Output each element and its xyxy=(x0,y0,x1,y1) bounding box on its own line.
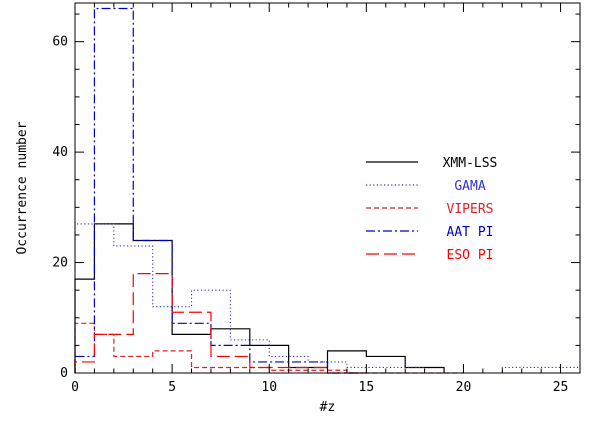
tick-layer xyxy=(74,3,581,374)
legend-label: ESO PI xyxy=(447,248,494,263)
plot-frame xyxy=(74,2,581,374)
y-tick-label: 60 xyxy=(52,35,68,50)
x-tick-label: 10 xyxy=(261,380,277,395)
y-tick-label: 20 xyxy=(52,256,68,271)
x-axis-label: #z xyxy=(320,400,336,415)
x-tick-label: 25 xyxy=(553,380,569,395)
series-line-gama xyxy=(74,223,581,374)
y-axis-label: Occurrence number xyxy=(15,121,30,254)
legend-item-vipers: VIPERS xyxy=(366,202,493,217)
legend-item-xmm-lss: XMM-LSS xyxy=(366,156,497,171)
x-tick-label: 5 xyxy=(168,380,176,395)
series-layer xyxy=(74,7,581,374)
legend-item-aat-pi: AAT PI xyxy=(366,225,493,240)
x-tick-label: 0 xyxy=(71,380,79,395)
y-tick-label: 0 xyxy=(60,366,68,381)
legend-label: GAMA xyxy=(454,179,485,194)
legend: XMM-LSS GAMA VIPERS AAT PI ESO PI xyxy=(366,156,497,263)
y-tick-label: 40 xyxy=(52,145,68,160)
legend-item-gama: GAMA xyxy=(366,179,486,194)
tick-label-layer: 0 5 10 15 20 25 0 20 40 60 xyxy=(52,35,568,395)
legend-item-eso-pi: ESO PI xyxy=(366,248,493,263)
series-line-xmm-lss xyxy=(74,223,445,373)
x-tick-label: 15 xyxy=(359,380,375,395)
legend-label: VIPERS xyxy=(447,202,494,217)
x-tick-label: 20 xyxy=(456,380,472,395)
series-line-aat-pi xyxy=(74,7,367,374)
series-line-eso-pi xyxy=(74,272,367,374)
legend-label: XMM-LSS xyxy=(443,156,498,171)
legend-label: AAT PI xyxy=(447,225,494,240)
